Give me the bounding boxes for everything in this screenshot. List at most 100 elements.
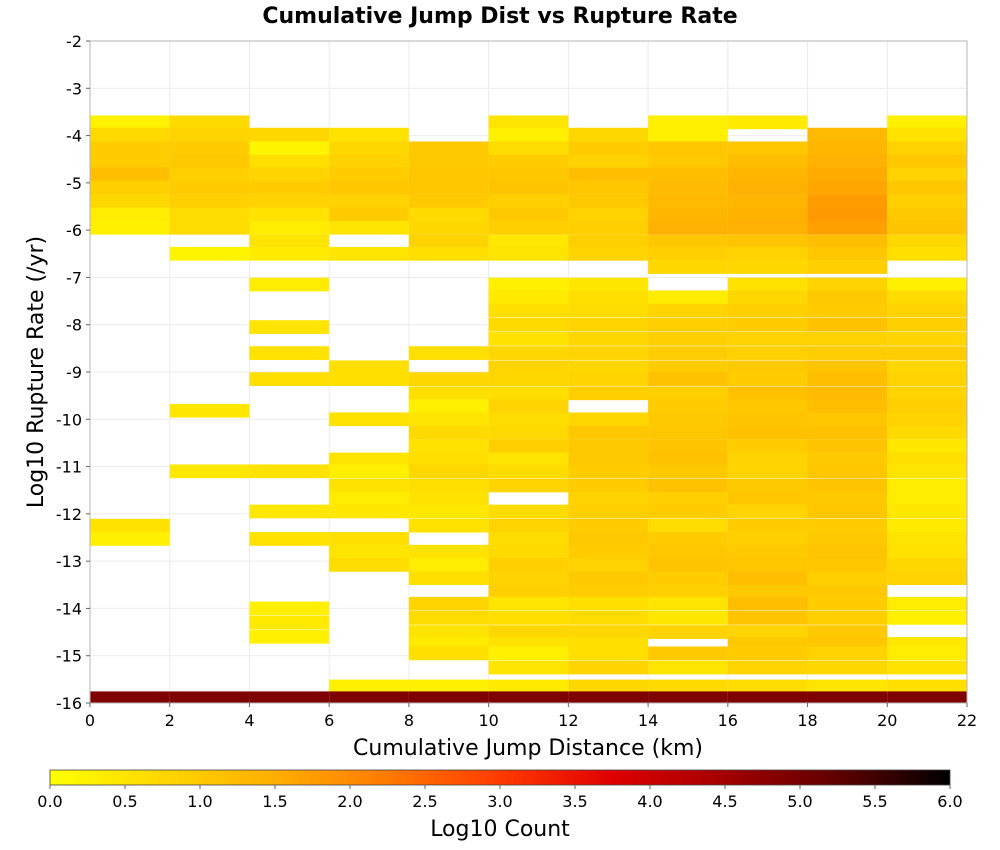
y-axis-label: Log10 Rupture Rate (/yr)	[24, 236, 49, 508]
heatmap-cell	[727, 425, 808, 440]
heatmap-cell	[568, 167, 649, 182]
heatmap-cell	[648, 439, 728, 454]
heatmap-cell	[329, 154, 409, 169]
heatmap-cell	[329, 372, 409, 386]
heatmap-cell	[329, 220, 409, 235]
heatmap-cell	[887, 660, 967, 675]
heatmap-cell	[329, 360, 409, 375]
heatmap-cell	[648, 303, 728, 318]
heatmap-cell	[887, 277, 967, 292]
heatmap-cell	[169, 127, 250, 142]
heatmap-cell	[807, 518, 888, 533]
heatmap-cell	[488, 141, 569, 156]
heatmap-cell	[568, 625, 649, 639]
heatmap-cell	[408, 234, 489, 249]
heatmap-cell	[568, 452, 649, 467]
heatmap-cell	[568, 585, 649, 599]
heatmap-cell	[807, 127, 888, 142]
heatmap-cell	[887, 504, 967, 519]
heatmap-cell	[727, 504, 808, 519]
heatmap-cell	[169, 194, 250, 209]
heatmap-cell	[568, 277, 649, 292]
heatmap-cell	[887, 220, 967, 235]
heatmap-cell	[568, 290, 649, 305]
heatmap-cell	[807, 596, 888, 611]
heatmap-cell	[329, 558, 409, 572]
heatmap-cell	[249, 372, 330, 386]
heatmap-cell	[727, 303, 808, 318]
y-tick-label: -12	[56, 505, 82, 524]
heatmap-cell	[408, 544, 489, 559]
heatmap-cell	[807, 141, 888, 156]
heatmap-cell	[568, 691, 649, 703]
heatmap-cell	[568, 412, 649, 427]
heatmap-cell	[727, 660, 808, 675]
heatmap-cell	[90, 167, 170, 182]
colorbar-tick-label: 0.5	[112, 792, 137, 811]
heatmap-cell	[807, 290, 888, 305]
heatmap-cell	[408, 346, 489, 360]
heatmap-cell	[90, 115, 170, 130]
heatmap-cell	[488, 234, 569, 249]
heatmap-cell	[807, 386, 888, 401]
heatmap-cell	[408, 372, 489, 386]
heatmap-cell	[488, 679, 569, 694]
heatmap-cell	[488, 332, 569, 346]
heatmap-cell	[568, 234, 649, 249]
y-tick-label: -10	[56, 410, 82, 429]
heatmap-cell	[648, 412, 728, 427]
heatmap-cell	[568, 596, 649, 611]
heatmap-cell	[488, 464, 569, 479]
heatmap-cell	[568, 660, 649, 675]
heatmap-cell	[727, 558, 808, 572]
heatmap-cell	[648, 518, 728, 533]
heatmap-cell	[568, 332, 649, 346]
heatmap-cell	[807, 303, 888, 318]
heatmap-cell	[408, 246, 489, 261]
y-tick-label: -3	[66, 79, 82, 98]
heatmap-cell	[807, 439, 888, 454]
heatmap-cell	[169, 154, 250, 169]
heatmap-cell	[727, 625, 808, 639]
heatmap-cell	[408, 194, 489, 209]
heatmap-cell	[408, 504, 489, 519]
heatmap-cell	[648, 372, 728, 386]
heatmap-cell	[488, 596, 569, 611]
heatmap-cell	[249, 320, 330, 334]
heatmap-cell	[249, 207, 330, 222]
colorbar-tick-label: 4.5	[712, 792, 737, 811]
heatmap-cell	[488, 194, 569, 209]
heatmap-cell	[329, 194, 409, 209]
heatmap-cell	[887, 360, 967, 375]
colorbar-tick-label: 2.0	[337, 792, 362, 811]
heatmap-cell	[727, 399, 808, 413]
heatmap-cell	[169, 403, 250, 418]
heatmap-cell	[488, 303, 569, 318]
heatmap-cell	[807, 346, 888, 360]
heatmap-cell	[568, 386, 649, 401]
heatmap-cell	[887, 646, 967, 661]
heatmap-cell	[727, 167, 808, 182]
heatmap-cell	[408, 518, 489, 533]
heatmap-cell	[408, 558, 489, 572]
heatmap-cell	[90, 532, 170, 546]
heatmap-cell	[727, 571, 808, 586]
heatmap-cell	[488, 611, 569, 625]
heatmap-cell	[249, 180, 330, 195]
heatmap-cell	[648, 491, 728, 506]
colorbar-tick-label: 3.0	[487, 792, 512, 811]
heatmap-cell	[169, 180, 250, 195]
heatmap-cell	[648, 141, 728, 156]
heatmap-cell	[568, 425, 649, 440]
heatmap-cell	[887, 425, 967, 440]
heatmap-cell	[488, 346, 569, 360]
heatmap-cell	[887, 464, 967, 479]
heatmap-cell	[648, 194, 728, 209]
heatmap-cell	[249, 127, 330, 142]
heatmap-cell	[648, 504, 728, 519]
heatmap-cell	[648, 360, 728, 375]
heatmap-cell	[648, 646, 728, 661]
heatmap-cell	[727, 360, 808, 375]
heatmap-cell	[727, 585, 808, 599]
